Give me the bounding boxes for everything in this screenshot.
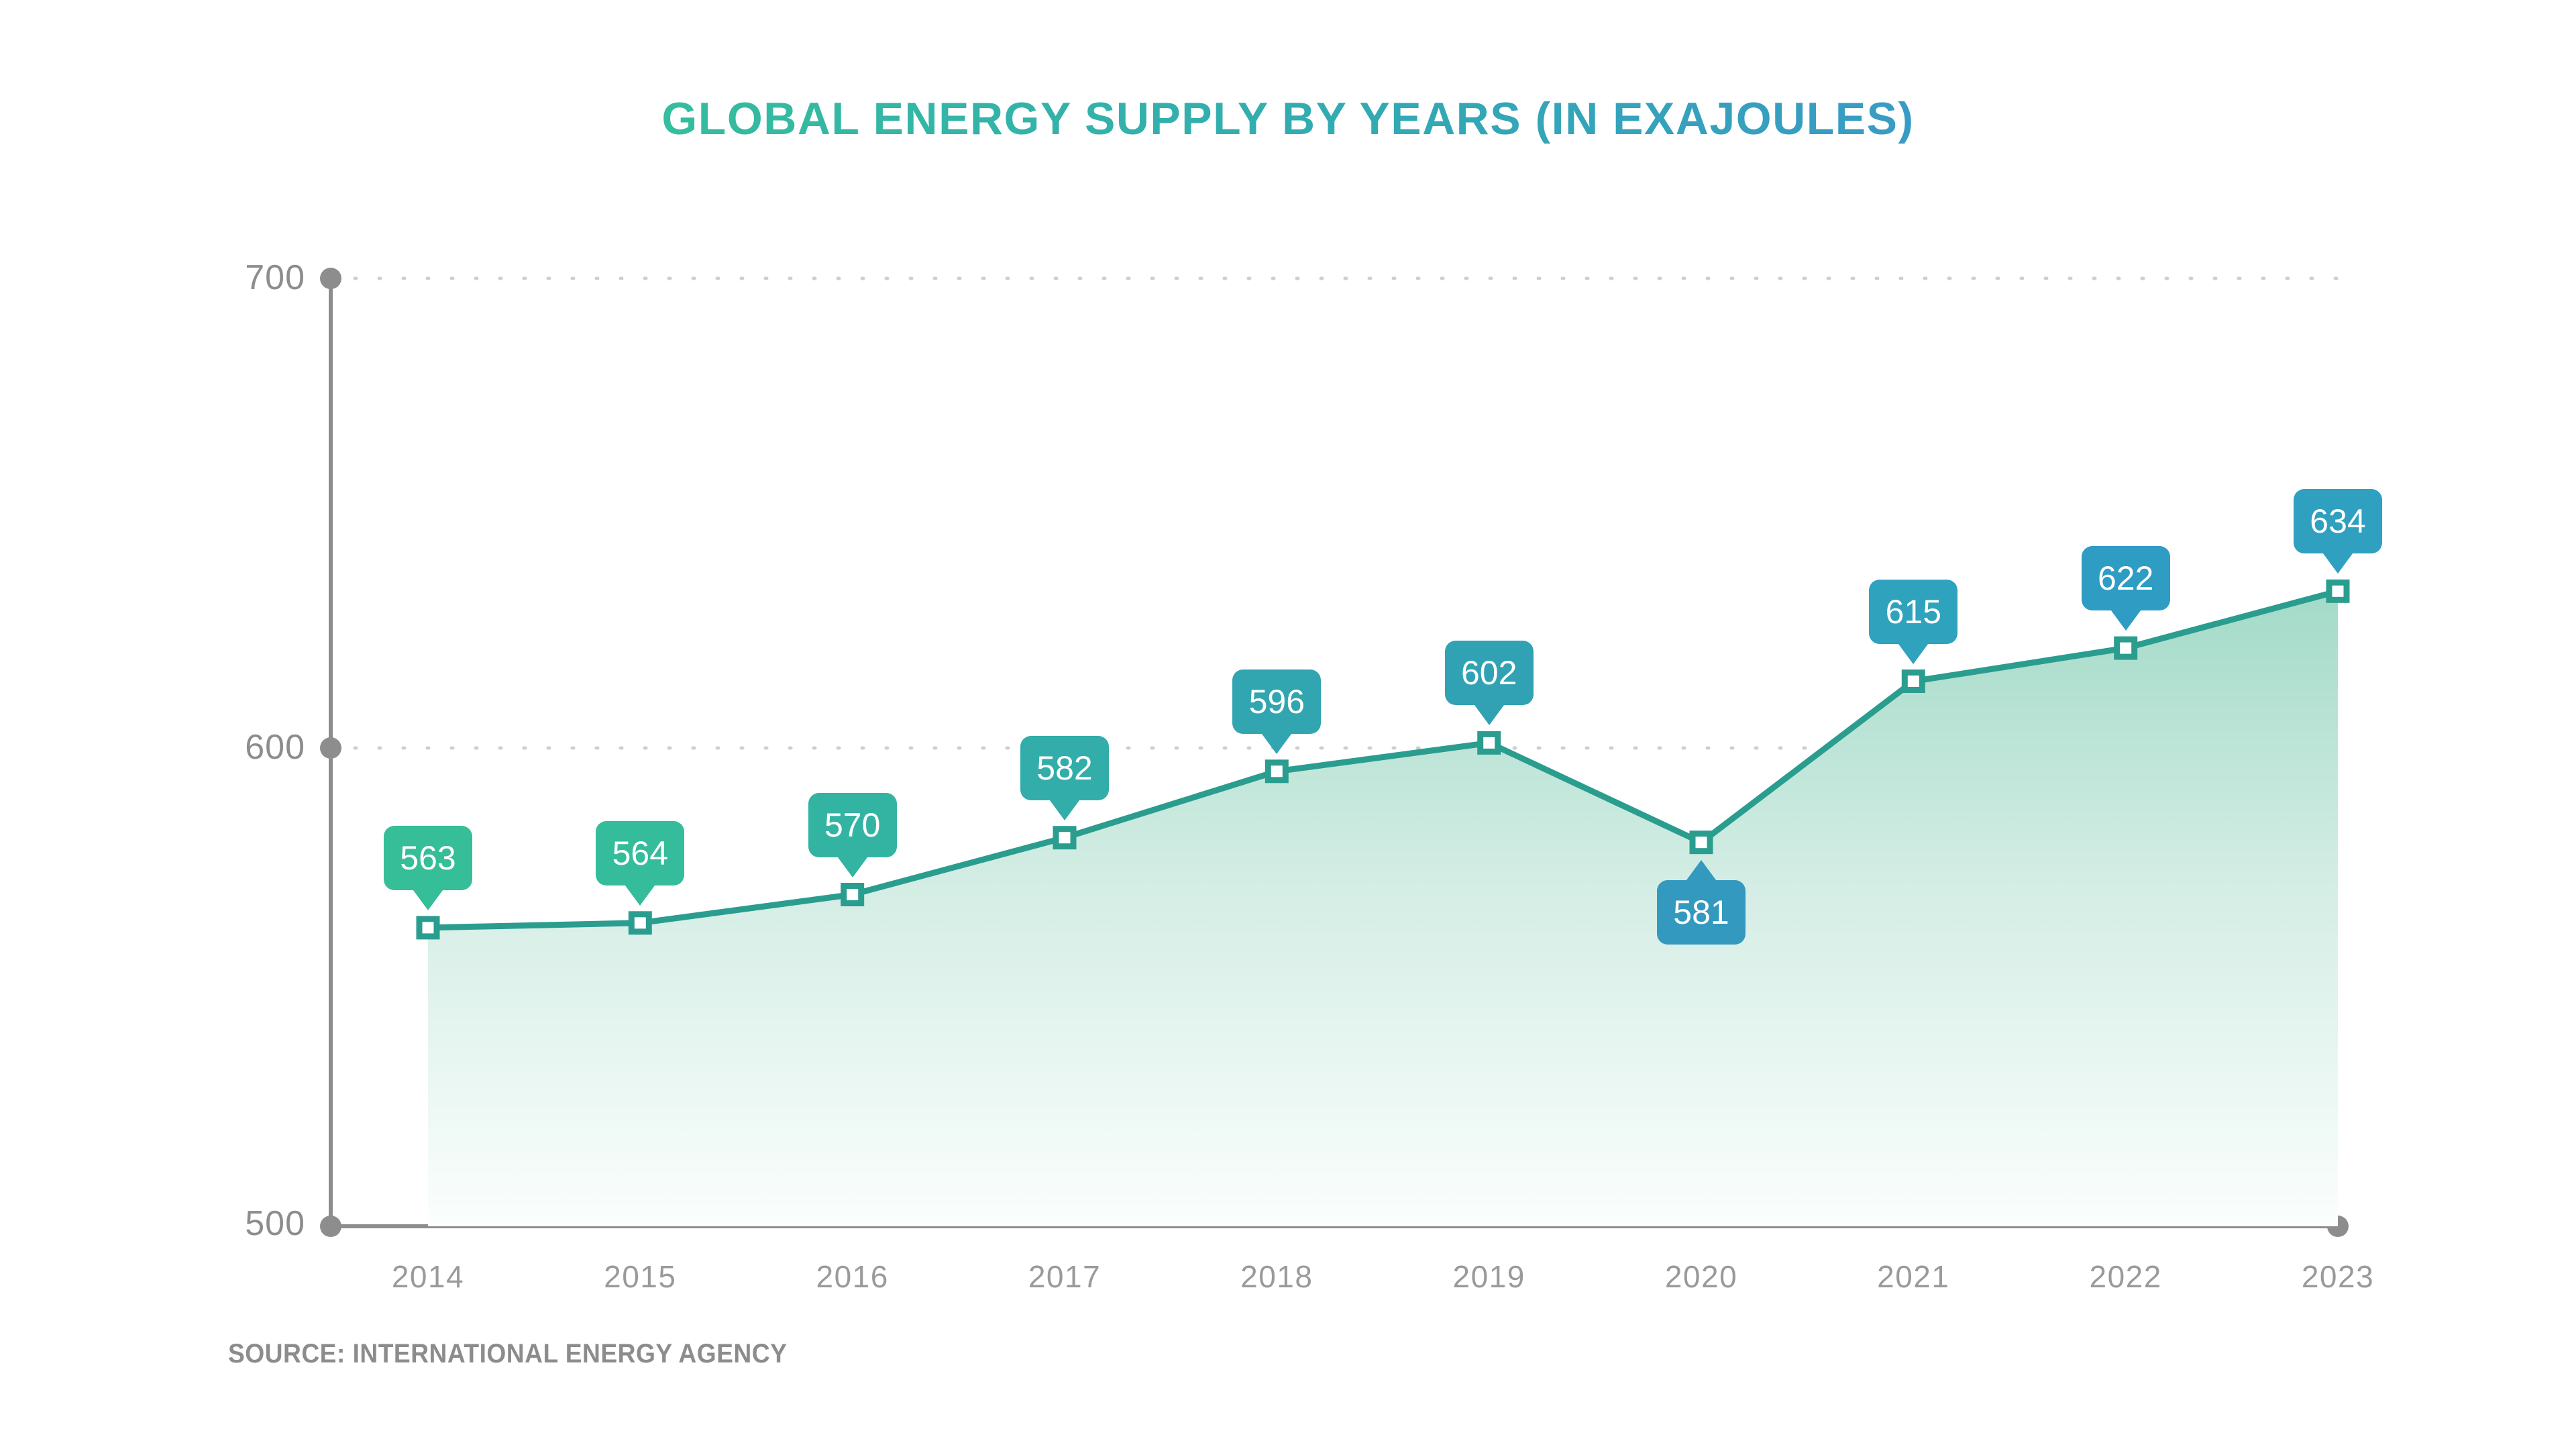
data-label-2016[interactable]: 570 — [808, 792, 897, 877]
data-label-2017[interactable]: 582 — [1020, 735, 1109, 820]
data-point-marker[interactable] — [628, 911, 652, 935]
x-tick-label-2015: 2015 — [604, 1259, 677, 1294]
data-label-value: 564 — [612, 834, 669, 872]
data-label-value: 563 — [400, 839, 456, 877]
data-point-marker[interactable] — [1689, 830, 1713, 855]
data-point-marker[interactable] — [1053, 826, 1077, 850]
data-label-value: 602 — [1460, 654, 1517, 692]
callout-tail-icon — [1048, 797, 1081, 820]
x-tick-label-2014: 2014 — [391, 1259, 465, 1294]
data-label-value: 622 — [2097, 559, 2154, 598]
data-label-value: 581 — [1673, 893, 1729, 931]
data-label-2021[interactable]: 615 — [1869, 579, 1958, 664]
data-point-marker[interactable] — [1477, 731, 1501, 755]
data-label-2019[interactable]: 602 — [1444, 641, 1534, 726]
axis-origin-dot — [320, 1216, 341, 1237]
callout-tail-icon — [623, 882, 657, 906]
data-label-value: 634 — [2310, 502, 2366, 541]
y-tick-label-700: 700 — [245, 258, 305, 297]
data-label-2015[interactable]: 564 — [596, 820, 685, 906]
callout-tail-icon — [411, 887, 445, 910]
callout-tail-icon — [1896, 641, 1931, 664]
x-tick-label-2019: 2019 — [1452, 1259, 1525, 1294]
x-tick-label-2022: 2022 — [2089, 1259, 2162, 1294]
data-label-2022[interactable]: 622 — [2081, 546, 2170, 631]
data-label-value: 615 — [1885, 592, 1942, 631]
area-fill — [428, 591, 2338, 1226]
data-label-2014[interactable]: 563 — [384, 825, 472, 910]
data-label-value: 582 — [1036, 749, 1093, 787]
page-title: GLOBAL ENERGY SUPPLY BY YEARS (IN EXAJOU… — [0, 94, 2576, 144]
data-point-marker[interactable] — [416, 916, 440, 940]
data-point-marker[interactable] — [2326, 579, 2350, 603]
data-line — [425, 588, 2341, 931]
callout-tail-icon — [1684, 859, 1718, 883]
data-label-2020[interactable]: 581 — [1657, 859, 1746, 945]
data-markers — [416, 579, 2350, 940]
x-tick-label-2018: 2018 — [1240, 1259, 1313, 1294]
x-tick-label-2016: 2016 — [816, 1259, 889, 1294]
data-point-marker[interactable] — [2114, 636, 2138, 660]
y-tick-label-600: 600 — [245, 728, 305, 767]
data-label-2023[interactable]: 634 — [2294, 489, 2382, 574]
x-tick-label-2017: 2017 — [1028, 1259, 1102, 1294]
callout-tail-icon — [1260, 731, 1294, 754]
callout-tail-icon — [2108, 608, 2143, 631]
x-tick-label-2023: 2023 — [2301, 1259, 2375, 1294]
callout-tail-icon — [835, 854, 869, 877]
data-point-marker[interactable] — [1265, 759, 1289, 784]
data-point-marker[interactable] — [841, 883, 865, 906]
callout-tail-icon — [2321, 551, 2355, 574]
data-point-marker[interactable] — [1901, 669, 1925, 693]
axis-cap-mid — [320, 737, 341, 759]
x-tick-label-2021: 2021 — [1877, 1259, 1950, 1294]
data-label-value: 570 — [824, 806, 881, 844]
source-note: SOURCE: INTERNATIONAL ENERGY AGENCY — [228, 1339, 788, 1368]
callout-tail-icon — [1472, 702, 1506, 726]
axis-cap-top — [320, 268, 341, 289]
y-tick-label-500: 500 — [245, 1204, 305, 1243]
data-label-2018[interactable]: 596 — [1232, 669, 1322, 754]
x-tick-label-2020: 2020 — [1664, 1259, 1738, 1294]
data-label-value: 596 — [1248, 682, 1305, 720]
